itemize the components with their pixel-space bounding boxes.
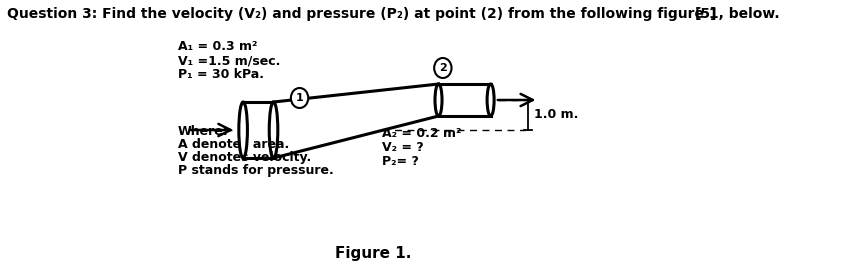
Ellipse shape <box>435 84 442 116</box>
Text: Figure 1.: Figure 1. <box>335 246 411 261</box>
Text: A₂ = 0.2 m²: A₂ = 0.2 m² <box>382 127 461 140</box>
Text: A denotes area.: A denotes area. <box>178 138 289 151</box>
Text: 1: 1 <box>295 93 303 103</box>
Ellipse shape <box>269 102 277 158</box>
Text: V₁ =1.5 m/sec.: V₁ =1.5 m/sec. <box>178 54 280 67</box>
Text: Where:: Where: <box>178 125 228 138</box>
Circle shape <box>291 88 308 108</box>
Text: V₂ = ?: V₂ = ? <box>382 141 423 154</box>
Ellipse shape <box>487 84 494 116</box>
Text: Question 3: Find the velocity (V₂) and pressure (P₂) at point (2) from the follo: Question 3: Find the velocity (V₂) and p… <box>7 7 780 21</box>
Text: P₁ = 30 kPa.: P₁ = 30 kPa. <box>178 68 264 81</box>
Text: P stands for pressure.: P stands for pressure. <box>178 164 334 177</box>
Text: 1.0 m.: 1.0 m. <box>534 109 578 122</box>
Text: [5]: [5] <box>695 7 717 21</box>
Text: V denotes velocity.: V denotes velocity. <box>178 151 311 164</box>
Circle shape <box>434 58 452 78</box>
Text: P₂= ?: P₂= ? <box>382 155 419 168</box>
Text: 2: 2 <box>439 63 447 73</box>
Text: A₁ = 0.3 m²: A₁ = 0.3 m² <box>178 40 258 53</box>
Ellipse shape <box>239 102 247 158</box>
